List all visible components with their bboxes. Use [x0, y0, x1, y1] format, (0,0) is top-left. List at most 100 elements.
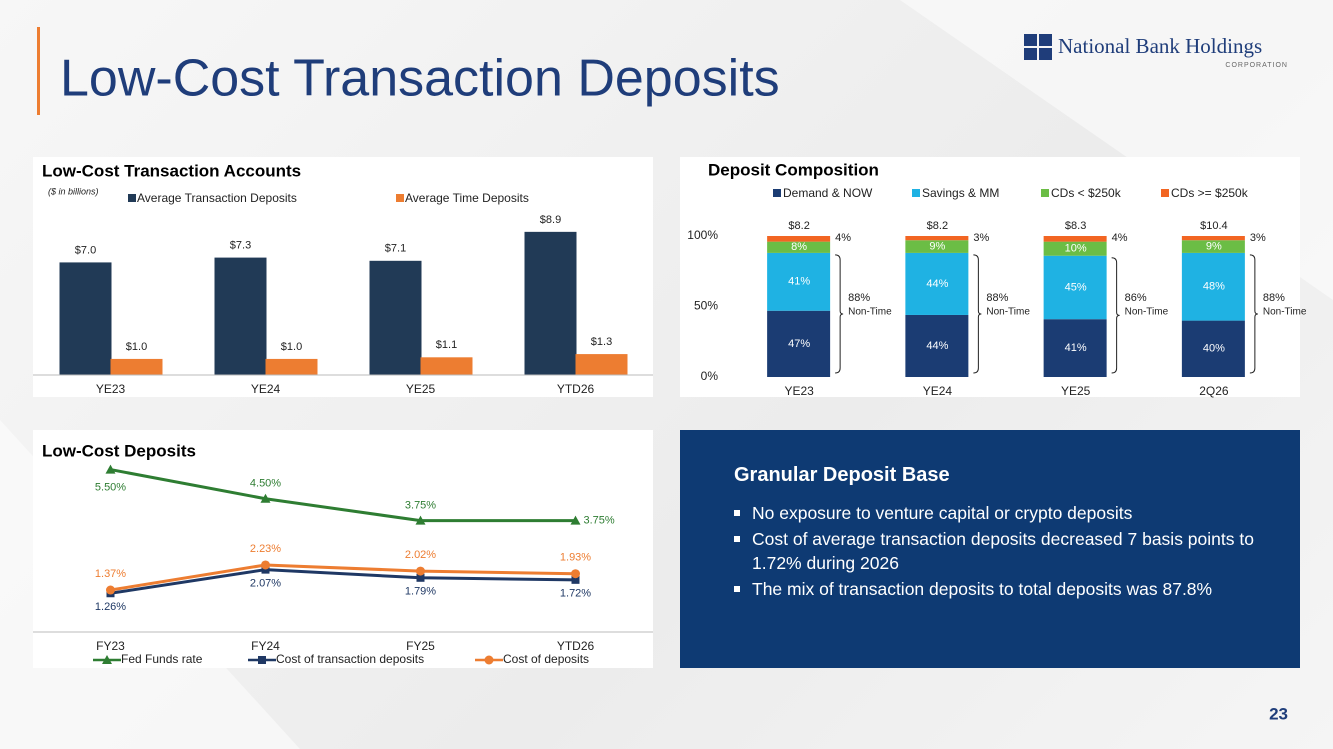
data-label: $7.0	[75, 244, 96, 256]
marker	[105, 464, 116, 474]
logo-square	[1024, 34, 1037, 46]
bar-segment	[1181, 236, 1245, 241]
bar-segment	[905, 240, 969, 253]
bar	[420, 357, 473, 375]
bar-segment	[767, 241, 831, 253]
data-label: 1.93%	[560, 552, 591, 564]
page-number: 23	[1269, 704, 1288, 723]
marker	[261, 565, 270, 574]
data-label: 48%	[1203, 281, 1225, 293]
x-tick-label: 2Q26	[1199, 384, 1229, 398]
legend-swatch	[1161, 189, 1169, 197]
marker	[258, 656, 266, 664]
data-label: 4.50%	[250, 478, 281, 490]
x-tick-label: YTD26	[557, 382, 595, 396]
y-tick-label: 50%	[694, 299, 718, 313]
total-label: $8.2	[788, 220, 809, 232]
data-label: 10%	[1065, 243, 1087, 255]
data-label: 41%	[788, 276, 810, 288]
total-label: $8.3	[1065, 220, 1086, 232]
bar-segment	[905, 314, 969, 377]
bar	[575, 354, 628, 375]
chart-subtitle: ($ in billions)	[48, 186, 99, 196]
data-label: 8%	[791, 241, 807, 253]
legend-label: Average Time Deposits	[405, 191, 529, 205]
legend-label: Fed Funds rate	[121, 652, 203, 666]
data-label: 41%	[1065, 342, 1087, 354]
legend-swatch	[912, 189, 920, 197]
data-label: 2.02%	[405, 549, 436, 561]
legend-label: CDs < $250k	[1051, 186, 1122, 200]
x-tick-label: FY23	[96, 639, 125, 653]
chart-title: Low-Cost Transaction Accounts	[42, 161, 301, 180]
panel	[33, 430, 653, 668]
title-accent	[37, 27, 40, 115]
annotation: Non-Time	[1125, 307, 1169, 318]
legend-swatch	[128, 194, 136, 202]
bar-segment	[767, 236, 831, 242]
bullet: Cost of average transaction deposits dec…	[734, 527, 1288, 575]
marker	[416, 566, 425, 576]
legend-label: Cost of deposits	[503, 652, 589, 666]
series-line	[110, 568, 576, 595]
bar-segment	[767, 252, 831, 311]
text-box: Granular Deposit Base No exposure to ven…	[680, 430, 1300, 668]
marker	[571, 569, 580, 579]
marker	[416, 573, 425, 582]
data-label: 40%	[1203, 343, 1225, 355]
data-label: $1.1	[436, 339, 457, 351]
x-tick-label: YE25	[406, 382, 436, 396]
marker	[415, 515, 426, 525]
bar	[524, 231, 577, 375]
data-label: 1.26%	[95, 601, 126, 613]
total-label: $10.4	[1200, 220, 1228, 232]
data-label: 1.37%	[95, 568, 126, 580]
data-label: 3%	[973, 232, 989, 244]
marker	[106, 585, 115, 595]
bar	[265, 358, 318, 375]
data-label: $8.9	[540, 214, 561, 226]
annotation: 88%	[848, 292, 870, 304]
slide-title: Low-Cost Transaction Deposits	[60, 50, 780, 108]
series-line	[110, 563, 576, 592]
logo-square	[1039, 34, 1052, 46]
legend-swatch	[396, 194, 404, 202]
series-line	[110, 468, 576, 523]
bar-segment	[1043, 255, 1107, 320]
annotation: Non-Time	[848, 307, 892, 318]
marker	[260, 493, 271, 503]
x-tick-label: YE24	[251, 382, 281, 396]
legend-swatch	[1041, 189, 1049, 197]
logo-square	[1039, 48, 1052, 60]
total-label: $8.2	[927, 220, 948, 232]
legend-label: CDs >= $250k	[1171, 186, 1249, 200]
data-label: 44%	[926, 340, 948, 352]
data-label: $7.1	[385, 243, 406, 255]
data-label: $1.0	[126, 341, 147, 353]
data-label: 1.79%	[405, 586, 436, 598]
marker	[570, 515, 581, 525]
legend-swatch	[773, 189, 781, 197]
logo-sub: CORPORATION	[1225, 62, 1288, 69]
data-label: $1.3	[591, 336, 612, 348]
data-label: 2.23%	[250, 543, 281, 555]
annotation: Non-Time	[986, 307, 1030, 318]
y-tick-label: 0%	[701, 369, 719, 383]
bullet: No exposure to venture capital or crypto…	[734, 501, 1288, 525]
x-tick-label: YE24	[923, 384, 953, 398]
data-label: 1.72%	[560, 588, 591, 600]
legend-label: Average Transaction Deposits	[137, 191, 297, 205]
bracket	[835, 254, 844, 374]
bar-segment	[1181, 240, 1245, 253]
y-tick-label: 100%	[687, 228, 718, 242]
bar-segment	[767, 310, 831, 377]
x-tick-label: YTD26	[557, 639, 595, 653]
bar	[214, 257, 267, 375]
data-label: 9%	[929, 240, 945, 252]
annotation: Non-Time	[1263, 307, 1307, 318]
data-label: 9%	[1206, 240, 1222, 252]
bullet-list: No exposure to venture capital or crypto…	[734, 501, 1288, 601]
bar-segment	[1043, 236, 1107, 242]
annotation: 86%	[1125, 292, 1147, 304]
